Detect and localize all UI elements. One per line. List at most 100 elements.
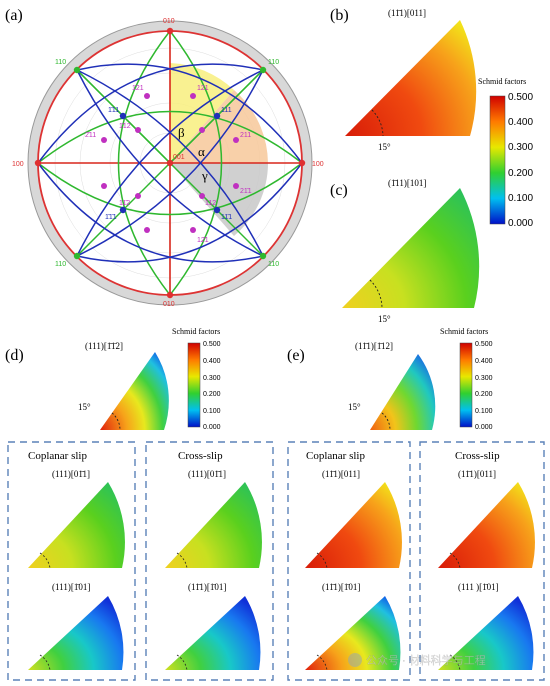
box-e-coplanar-top-label: (11̄1)[011]	[322, 469, 360, 479]
panel-e-colorbar	[459, 342, 473, 428]
panel-d-tick-4: 0.100	[203, 408, 221, 415]
panel-e-tick-3: 0.200	[475, 391, 493, 398]
pole-label-001: 001	[173, 154, 185, 161]
box-e-coplanar	[287, 441, 411, 681]
angle-gamma: γ	[201, 168, 208, 183]
pole-label-112: 112	[205, 200, 216, 207]
colorbar-tick-0: 0.500	[508, 92, 533, 103]
triangle-alpha	[170, 90, 268, 163]
box-triangles	[28, 482, 535, 671]
panel-d-15deg-arc	[111, 412, 121, 431]
panel-e-tick-2: 0.300	[475, 375, 493, 382]
pole-label-2b11: 2̄11	[85, 132, 96, 139]
colorbar-tick-1: 0.400	[508, 117, 533, 128]
box-d-cross-heading: Cross-slip	[178, 450, 223, 462]
watermark: 公众号 · 材料科学与工程	[348, 653, 486, 667]
triangle-gamma	[170, 163, 268, 236]
pole-label-1b1b1: 1̄1̄1	[105, 214, 117, 221]
box-d-coplanar	[7, 441, 136, 681]
box-d-cross-bottom-label: (11̄1)[1̄01]	[188, 582, 226, 592]
box-d-coplanar-heading: Coplanar slip	[28, 450, 87, 462]
pole-label-010-bottom: 010	[163, 301, 175, 308]
box-e-cross-top-label: (11̄1)[011]	[458, 469, 496, 479]
panel-e-tick-5: 0.000	[475, 424, 493, 431]
pole-label-110-br: 110	[268, 261, 279, 268]
panel-e-triangle	[370, 354, 436, 430]
blue-great-circles	[37, 63, 303, 263]
panel-c-15deg-arc	[369, 279, 383, 309]
pole-label-21b1: 21̄1	[240, 188, 252, 195]
panel-label-b: (b)	[330, 7, 349, 24]
panel-label-e: (e)	[287, 347, 305, 364]
pole-label-11b2: 11̄2	[119, 200, 130, 207]
pole-label-111: 111	[221, 107, 232, 114]
panel-b-angle: 15°	[378, 142, 391, 152]
angle-alpha: α	[198, 144, 205, 159]
panel-e: (e) (11̄1)[1̄12] 15° Schmid factors 0.50…	[287, 327, 493, 431]
panel-d-triangle	[100, 352, 169, 430]
tri-e-cross-top	[438, 482, 535, 568]
panel-c: (c) (1̄11)[101] 15°	[330, 178, 480, 324]
panel-e-title: (11̄1)[1̄12]	[355, 341, 393, 351]
pole-label-100-left: 100	[12, 161, 24, 168]
tri-d-coplanar-top	[28, 482, 125, 568]
colorbar-tick-3: 0.200	[508, 168, 533, 179]
panel-e-tick-1: 0.400	[475, 358, 493, 365]
pole-label-11b1: 11̄1	[221, 214, 232, 221]
panel-d-tick-2: 0.300	[203, 375, 221, 382]
tri-e-coplanar-top	[305, 482, 402, 568]
box-e-cross-bottom-label: (111 )[1̄01]	[458, 582, 499, 592]
box-e-coplanar-heading: Coplanar slip	[306, 450, 365, 462]
pole-label-121: 121	[197, 85, 209, 92]
panel-label-a: (a)	[5, 7, 23, 24]
panel-b-triangle	[345, 20, 477, 136]
pole-markers	[34, 27, 306, 299]
panel-c-title: (1̄11)[101]	[388, 178, 426, 188]
box-e-coplanar-bottom-label: (11̄1)[1̄01]	[322, 582, 360, 592]
panel-d-tick-1: 0.400	[203, 358, 221, 365]
dashed-boxes	[7, 441, 545, 681]
panel-c-triangle	[342, 188, 480, 308]
box-d-coplanar-bottom-label: (111)[1̄01]	[52, 582, 90, 592]
panel-d-tick-0: 0.500	[203, 341, 221, 348]
tri-d-cross-bottom	[165, 596, 261, 670]
wechat-icon	[348, 653, 362, 667]
angle-beta: β	[178, 125, 185, 140]
watermark-text: 公众号 · 材料科学与工程	[366, 653, 486, 667]
tri-d-cross-top	[165, 482, 262, 568]
panel-d-angle: 15°	[78, 402, 91, 412]
pole-label-1b11: 1̄11	[108, 107, 119, 114]
panel-b-title: (11̄1)[011]	[388, 8, 426, 18]
colorbar-tick-4: 0.100	[508, 193, 533, 204]
pole-label-010-top: 010	[163, 18, 175, 25]
box-d-cross	[145, 441, 274, 681]
panel-d-colorbar	[187, 342, 201, 428]
pole-label-110-bl: 110	[55, 261, 66, 268]
panel-d-tick-3: 0.200	[203, 391, 221, 398]
colorbar-gradient	[489, 95, 506, 225]
pole-label-110-tl: 110	[55, 59, 66, 66]
panel-b: (b) (11̄1)[011] 15°	[330, 7, 477, 152]
panel-b-15deg-arc	[371, 109, 384, 137]
panel-c-angle: 15°	[378, 314, 391, 324]
panel-e-tick-4: 0.100	[475, 408, 493, 415]
panel-d-colorbar-title: Schmid factors	[172, 327, 220, 336]
box-e-cross	[419, 441, 545, 681]
panel-e-tick-0: 0.500	[475, 341, 493, 348]
pole-label-110-tr: 110	[268, 59, 279, 66]
pole-label-1b12: 1̄12	[119, 123, 131, 130]
pole-label-211: 211	[240, 132, 251, 139]
panel-e-15deg-arc	[381, 412, 391, 431]
colorbar-tick-5: 0.000	[508, 218, 533, 229]
colorbar-title: Schmid factors	[478, 77, 526, 86]
box-d-coplanar-top-label: (111)[01̄1]	[52, 469, 90, 479]
tri-d-coplanar-bottom	[28, 596, 124, 670]
stereographic-projection: (a)	[5, 7, 324, 308]
box-e-cross-heading: Cross-slip	[455, 450, 500, 462]
tri-e-coplanar-bottom	[305, 596, 401, 670]
panel-d: (d) (111)[1̄1̄2] 15° Schmid factors 0.50…	[5, 327, 221, 431]
triangle-beta	[170, 63, 234, 163]
panel-d-title: (111)[1̄1̄2]	[85, 341, 123, 351]
pole-label-1b21: 1̄21	[132, 85, 144, 92]
panel-d-tick-5: 0.000	[203, 424, 221, 431]
